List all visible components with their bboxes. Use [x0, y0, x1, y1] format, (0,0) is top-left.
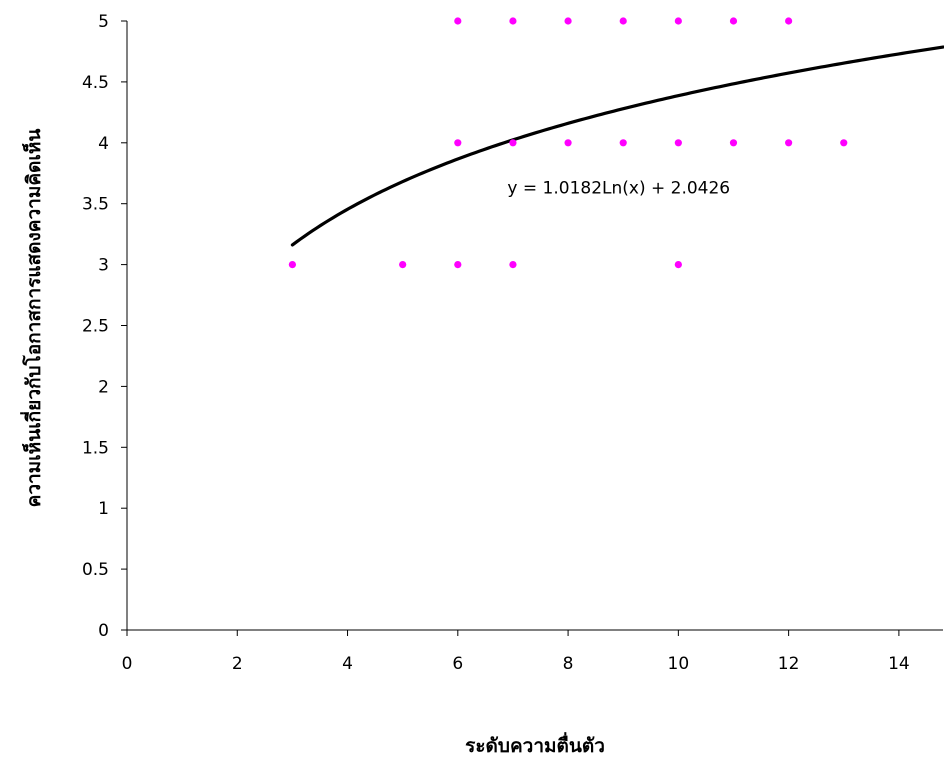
- data-point: [454, 139, 462, 147]
- data-point: [454, 17, 462, 25]
- y-tick-label: 0: [98, 621, 109, 641]
- x-tick-label: 0: [122, 654, 133, 674]
- data-point: [509, 139, 517, 147]
- data-point: [674, 261, 682, 269]
- axes: 0 0.5 1 1.5 2 2.5 3 3.5 4 4.5 5 0 2 4 6 8 10 12 14: [82, 12, 943, 674]
- data-point: [619, 17, 627, 25]
- data-point: [509, 261, 517, 269]
- y-tick-label: 2.5: [82, 317, 109, 337]
- y-tick-label: 4.5: [82, 73, 109, 93]
- x-tick-label: 14: [888, 654, 910, 674]
- x-tick-label: 10: [668, 654, 690, 674]
- data-point: [454, 261, 462, 269]
- trendline-layer: [290, 45, 944, 247]
- data-point: [840, 139, 848, 147]
- y-tick-label: 3.5: [82, 195, 109, 215]
- x-tick-label: 2: [232, 654, 243, 674]
- data-point: [785, 139, 793, 147]
- data-points: [288, 17, 848, 269]
- x-axis-title: ระดับความตื่นตัว: [465, 732, 605, 757]
- data-point: [674, 139, 682, 147]
- data-point: [399, 261, 407, 269]
- y-tick-label: 3: [98, 256, 109, 276]
- y-tick-label: 1.5: [82, 438, 109, 458]
- y-tick-label: 2: [98, 377, 109, 397]
- data-point: [564, 139, 572, 147]
- data-point: [729, 17, 738, 25]
- y-tick-label: 4: [98, 134, 109, 154]
- trendline-curve: [290, 45, 944, 247]
- data-point: [288, 261, 297, 269]
- x-tick-label: 4: [342, 654, 353, 674]
- x-tick-label: 12: [778, 654, 800, 674]
- data-point: [729, 139, 738, 147]
- y-tick-label: 1: [98, 499, 109, 519]
- y-axis-title: ความเห็นเกี่ยวกับโอกาสการแสดงความคิดเห็น: [20, 129, 45, 508]
- y-tick-label: 0.5: [82, 560, 109, 580]
- x-tick-label: 6: [452, 654, 463, 674]
- trendline-equation: y = 1.0182Ln(x) + 2.0426: [507, 179, 730, 199]
- data-point: [619, 139, 627, 147]
- data-point: [674, 17, 682, 25]
- y-tick-label: 5: [98, 12, 109, 32]
- data-point: [509, 17, 517, 25]
- data-point: [564, 17, 572, 25]
- data-point: [785, 17, 793, 25]
- x-tick-label: 8: [563, 654, 574, 674]
